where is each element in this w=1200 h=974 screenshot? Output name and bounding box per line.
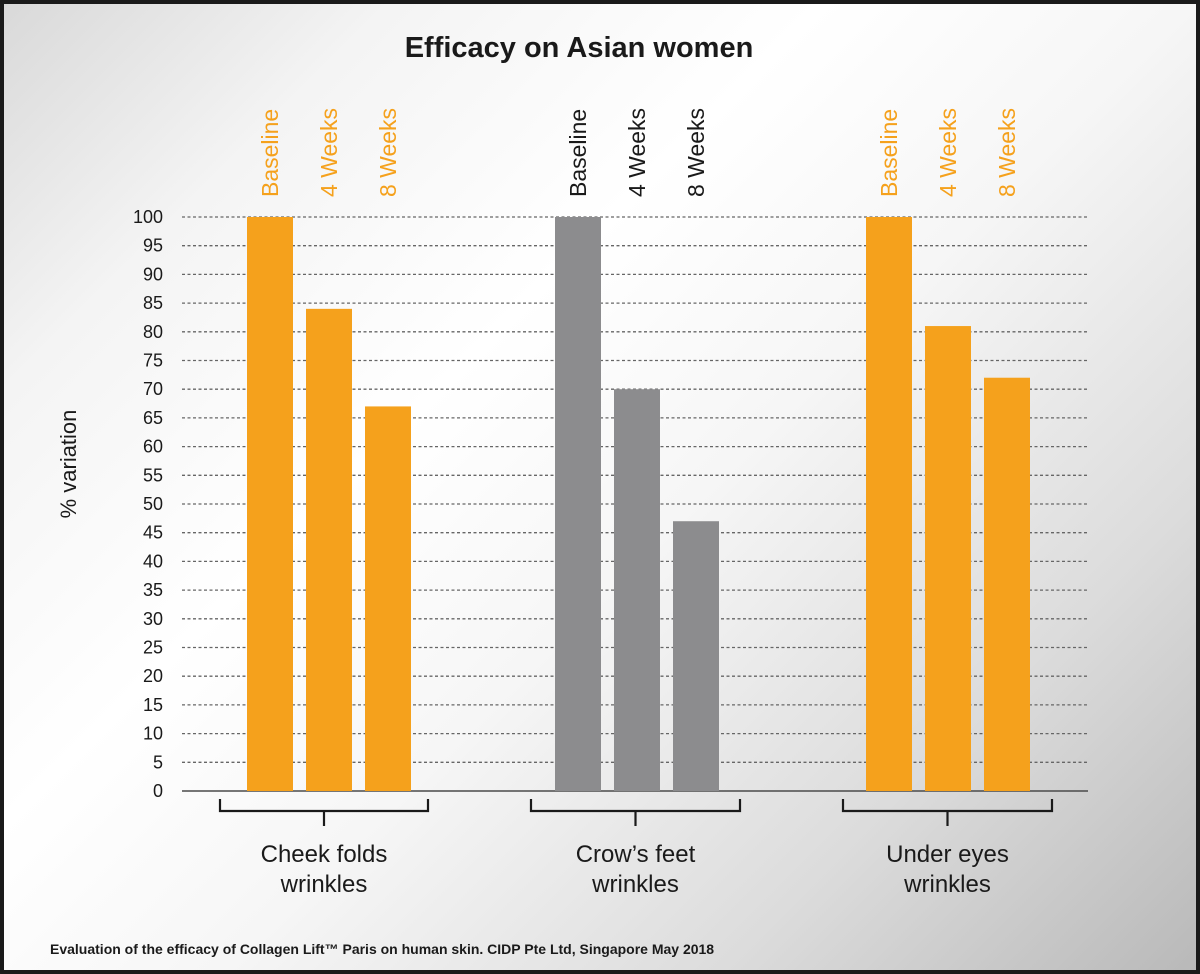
bar-category-label: 4 Weeks [935, 108, 961, 197]
bar-category-label: 4 Weeks [624, 108, 650, 197]
y-tick-label: 75 [143, 351, 163, 371]
footnote: Evaluation of the efficacy of Collagen L… [50, 941, 714, 957]
y-tick-label: 15 [143, 695, 163, 715]
chart-title: Efficacy on Asian women [405, 32, 754, 64]
y-tick-label: 100 [133, 207, 163, 227]
group-bracket [841, 799, 1054, 826]
y-tick-label: 20 [143, 666, 163, 686]
group-brackets [218, 799, 1054, 826]
chart: Efficacy on Asian women 0 5 10 15 20 25 30 35 40… [50, 32, 1088, 957]
y-tick-label: 40 [143, 551, 163, 571]
y-tick-label: 25 [143, 638, 163, 658]
y-tick-label: 65 [143, 408, 163, 428]
y-tick-label: 35 [143, 580, 163, 600]
bars [247, 217, 1030, 791]
y-axis-label: % variation [56, 410, 81, 519]
bar-category-label: 4 Weeks [316, 108, 342, 197]
bar-category-label: Baseline [257, 109, 283, 197]
bar [925, 326, 971, 791]
group-label: Crow’s feet [576, 841, 696, 868]
group-labels: Cheek folds wrinkles Crow’s feet wrinkles Un… [261, 841, 1009, 898]
group-bracket [218, 799, 430, 826]
y-tick-label: 70 [143, 379, 163, 399]
y-tick-label: 10 [143, 724, 163, 744]
group-label: wrinkles [903, 871, 991, 898]
bar [673, 521, 719, 791]
y-tick-label: 50 [143, 494, 163, 514]
y-tick-label: 45 [143, 523, 163, 543]
bar [555, 217, 601, 791]
bar [247, 217, 293, 791]
y-tick-label: 5 [153, 752, 163, 772]
bar [614, 389, 660, 791]
y-tick-label: 55 [143, 465, 163, 485]
y-tick-label: 0 [153, 781, 163, 801]
bar-category-label: 8 Weeks [683, 108, 709, 197]
group-label: wrinkles [280, 871, 368, 898]
bar-category-label: 8 Weeks [994, 108, 1020, 197]
y-tick-label: 30 [143, 609, 163, 629]
y-tick-label: 90 [143, 264, 163, 284]
group-label: Cheek folds [261, 841, 388, 868]
bar [866, 217, 912, 791]
bar [306, 308, 352, 791]
group-label: wrinkles [591, 871, 679, 898]
bar [984, 377, 1030, 791]
y-tick-label: 80 [143, 322, 163, 342]
bar-labels: Baseline 4 Weeks 8 Weeks Baseline 4 Weeks 8 W… [257, 108, 1020, 197]
bar-category-label: Baseline [876, 109, 902, 197]
group-bracket [529, 799, 742, 826]
y-tick-label: 95 [143, 236, 163, 256]
y-axis-ticks: 0 5 10 15 20 25 30 35 40 45 50 55 60 65 70 75 80 85 90 95 10… [133, 207, 163, 801]
bar-category-label: Baseline [565, 109, 591, 197]
y-tick-label: 85 [143, 293, 163, 313]
group-label: Under eyes [886, 841, 1009, 868]
bar-category-label: 8 Weeks [375, 108, 401, 197]
bar [365, 406, 411, 791]
y-tick-label: 60 [143, 437, 163, 457]
